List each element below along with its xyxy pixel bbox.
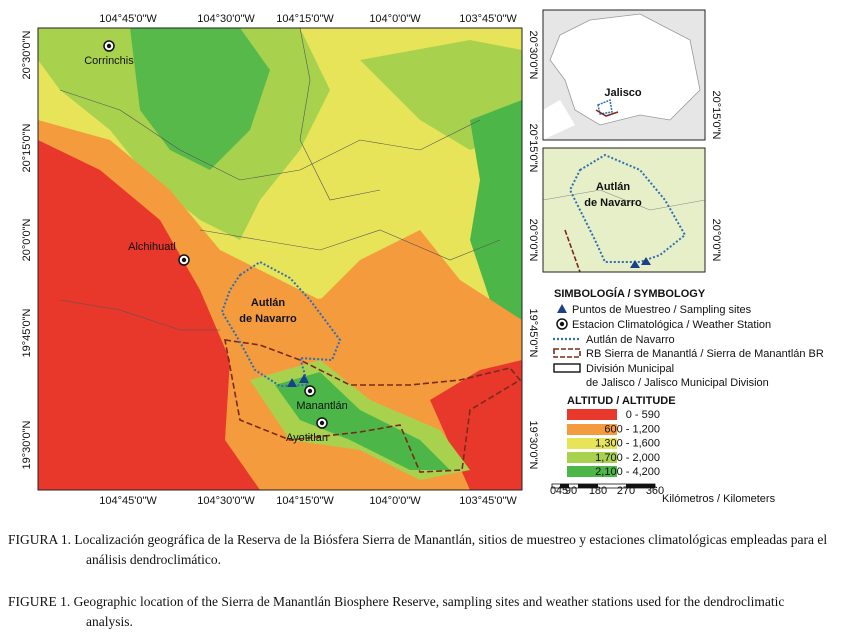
caption-en: FIGURE 1. Geographic location of the Sie… xyxy=(8,592,834,632)
legend-item: Puntos de Muestreo / Sampling sites xyxy=(572,304,752,316)
lon-label: 104°0'0"W xyxy=(369,495,421,507)
legend-item: de Jalisco / Jalisco Municipal Division xyxy=(586,377,769,389)
lon-label: 104°45'0"W xyxy=(99,495,157,507)
inset-jalisco xyxy=(542,9,706,141)
station-label: Corrinchis xyxy=(84,55,134,67)
legend-item: Autlán de Navarro xyxy=(586,334,675,346)
altitude-class: 600 - 1,200 xyxy=(604,423,660,435)
lon-label: 104°45'0"W xyxy=(99,13,157,25)
altitude-class: 1,700 - 2,000 xyxy=(595,452,660,464)
legend-item: Estacion Climatológica / Weather Station xyxy=(572,319,771,331)
altitude-class: 1,300 - 1,600 xyxy=(595,438,660,450)
scale-tick: 45 xyxy=(556,485,568,497)
lon-label: 104°30'0"W xyxy=(197,495,255,507)
lon-label: 104°30'0"W xyxy=(197,13,255,25)
caption-lead: FIGURA 1. xyxy=(8,532,72,547)
inset-label: Autlán xyxy=(596,181,631,193)
scale-bar xyxy=(551,483,656,489)
station-label: Ayotitlan xyxy=(286,432,328,444)
altitude-class: 2,100 - 4,200 xyxy=(595,466,660,478)
area-label: de Navarro xyxy=(239,313,297,325)
legend-item: División Municipal xyxy=(586,363,674,375)
lat-label: 19°45'0"N xyxy=(21,308,33,357)
figure: 104°45'0"W 104°30'0"W 104°15'0"W 104°0'0"W 1… xyxy=(21,9,824,507)
lat-label: 20°15'0"N xyxy=(21,123,33,172)
station-label: Manantlán xyxy=(296,400,347,412)
scale-tick: 180 xyxy=(589,485,607,497)
lat-label: 20°30'0"N xyxy=(21,30,33,79)
legend-item: RB Sierra de Manantlá / Sierra de Manant… xyxy=(586,348,824,360)
inset-label: de Navarro xyxy=(584,197,642,209)
lon-label: 104°15'0"W xyxy=(276,495,334,507)
lon-label: 103°45'0"W xyxy=(459,495,517,507)
station-label: Alchihuatl xyxy=(128,241,176,253)
caption-es: FIGURA 1. Localización geográfica de la … xyxy=(8,530,834,570)
inset-lat-label: 20°15'0"N xyxy=(710,91,722,140)
area-label: Autlán xyxy=(251,297,286,309)
scale-tick: 360 xyxy=(646,485,664,497)
inset-lat-label: 20°0'0"N xyxy=(710,219,722,262)
station-dot xyxy=(307,388,313,394)
inset-autlan xyxy=(542,147,706,273)
caption-text: Geographic location of the Sierra de Man… xyxy=(73,594,785,629)
station-dot xyxy=(106,43,112,49)
inset-label: Jalisco xyxy=(604,87,642,99)
lon-label: 104°15'0"W xyxy=(276,13,334,25)
lat-label: 20°0'0"N xyxy=(527,219,539,262)
lon-label: 104°0'0"W xyxy=(369,13,421,25)
lon-label: 103°45'0"W xyxy=(459,13,517,25)
legend-title: SIMBOLOGÍA / SYMBOLOGY xyxy=(554,287,706,300)
lat-label: 19°45'0"N xyxy=(527,309,539,358)
scale-tick: 270 xyxy=(617,485,635,497)
legend-symbols xyxy=(553,304,617,477)
station-dot xyxy=(181,257,187,263)
lat-label: 19°30'0"N xyxy=(21,420,33,469)
lat-label: 20°30'0"N xyxy=(527,31,539,80)
station-dot xyxy=(319,420,325,426)
caption-text: Localización geográfica de la Reserva de… xyxy=(74,532,828,567)
lat-label: 19°30'0"N xyxy=(527,421,539,470)
scale-unit: Kilómetros / Kilometers xyxy=(662,493,776,505)
caption-lead: FIGURE 1. xyxy=(8,594,71,609)
scale-tick: 0 xyxy=(550,485,556,497)
altitude-class: 0 - 590 xyxy=(626,409,660,421)
scale-tick: 90 xyxy=(565,485,577,497)
lat-label: 20°15'0"N xyxy=(527,124,539,173)
legend-altitude-title: ALTITUD / ALTITUDE xyxy=(567,395,676,407)
main-map xyxy=(37,27,523,491)
lat-label: 20°0'0"N xyxy=(21,219,33,262)
